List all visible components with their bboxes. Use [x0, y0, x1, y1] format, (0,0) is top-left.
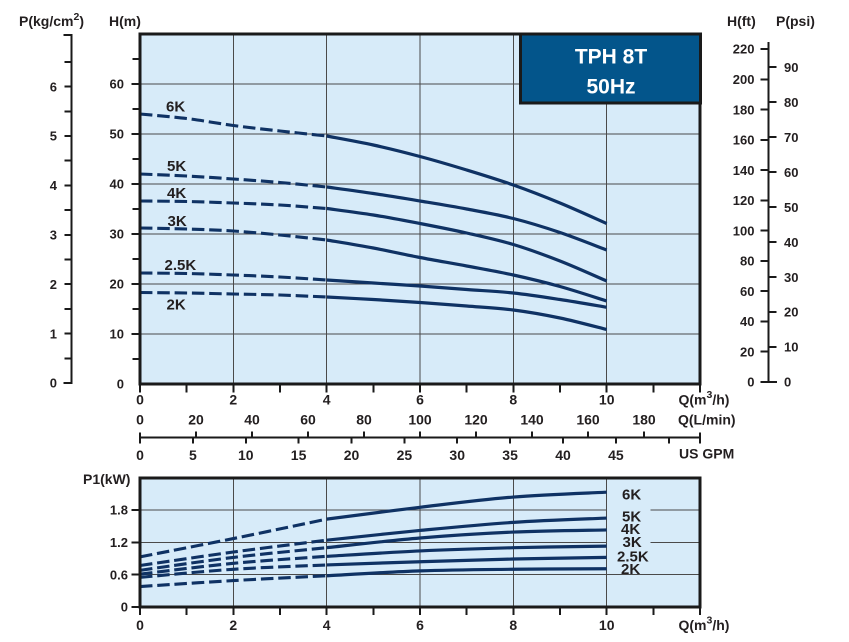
svg-text:H(m): H(m): [109, 13, 141, 29]
svg-text:5: 5: [50, 129, 57, 144]
svg-text:20: 20: [110, 277, 124, 292]
svg-text:2: 2: [229, 617, 237, 633]
svg-text:50: 50: [110, 127, 124, 142]
svg-text:5K: 5K: [622, 509, 641, 526]
svg-text:20: 20: [740, 344, 754, 359]
svg-text:45: 45: [608, 447, 624, 463]
svg-text:220: 220: [733, 42, 755, 57]
svg-text:1: 1: [50, 326, 57, 341]
svg-text:P1(kW): P1(kW): [83, 471, 130, 487]
svg-text:US GPM: US GPM: [679, 446, 734, 462]
svg-text:1.8: 1.8: [110, 503, 128, 518]
svg-text:6: 6: [416, 617, 424, 633]
svg-text:TPH 8T: TPH 8T: [575, 46, 648, 69]
svg-text:20: 20: [784, 305, 798, 320]
svg-text:0: 0: [784, 375, 791, 390]
svg-text:2: 2: [50, 277, 57, 292]
svg-text:80: 80: [740, 254, 754, 269]
svg-text:6: 6: [50, 79, 57, 94]
svg-text:120: 120: [464, 412, 488, 428]
svg-text:10: 10: [784, 340, 798, 355]
svg-text:25: 25: [397, 447, 413, 463]
svg-text:30: 30: [110, 227, 124, 242]
svg-text:10: 10: [110, 327, 124, 342]
svg-text:5K: 5K: [167, 158, 186, 175]
svg-text:3K: 3K: [623, 534, 642, 551]
svg-text:90: 90: [784, 60, 798, 75]
svg-text:2: 2: [229, 392, 237, 408]
svg-text:80: 80: [784, 95, 798, 110]
svg-text:0: 0: [117, 377, 124, 392]
svg-text:0.6: 0.6: [110, 567, 128, 582]
svg-text:100: 100: [408, 412, 432, 428]
svg-text:60: 60: [110, 77, 124, 92]
svg-text:15: 15: [291, 447, 307, 463]
svg-text:60: 60: [740, 284, 754, 299]
svg-text:40: 40: [244, 412, 260, 428]
svg-text:3K: 3K: [168, 213, 187, 230]
svg-text:8: 8: [509, 392, 517, 408]
svg-text:0: 0: [121, 600, 128, 615]
svg-text:Q(m3/h): Q(m3/h): [679, 389, 730, 408]
svg-text:40: 40: [784, 235, 798, 250]
svg-text:160: 160: [576, 412, 600, 428]
svg-text:160: 160: [733, 133, 755, 148]
svg-text:5: 5: [189, 447, 197, 463]
svg-text:6: 6: [416, 392, 424, 408]
svg-text:4: 4: [323, 392, 331, 408]
svg-text:180: 180: [632, 412, 656, 428]
svg-text:30: 30: [449, 447, 465, 463]
svg-text:20: 20: [344, 447, 360, 463]
svg-text:60: 60: [300, 412, 316, 428]
svg-text:10: 10: [599, 392, 615, 408]
svg-text:4K: 4K: [621, 521, 640, 538]
svg-text:0: 0: [136, 447, 144, 463]
svg-text:20: 20: [188, 412, 204, 428]
svg-text:2.5K: 2.5K: [617, 549, 649, 566]
svg-text:40: 40: [740, 314, 754, 329]
svg-text:P(psi): P(psi): [776, 13, 815, 29]
svg-text:10: 10: [599, 617, 615, 633]
svg-text:P(kg/cm2): P(kg/cm2): [19, 11, 84, 29]
svg-text:200: 200: [733, 72, 755, 87]
svg-text:Q(m3/h): Q(m3/h): [679, 615, 730, 634]
svg-text:0: 0: [136, 392, 144, 408]
svg-text:120: 120: [733, 193, 755, 208]
svg-text:35: 35: [502, 447, 518, 463]
svg-text:1.2: 1.2: [110, 535, 128, 550]
svg-text:2K: 2K: [167, 297, 186, 314]
svg-text:2K: 2K: [621, 561, 640, 578]
svg-text:50: 50: [784, 200, 798, 215]
svg-text:Q(L/min): Q(L/min): [678, 412, 736, 428]
svg-text:50Hz: 50Hz: [586, 76, 635, 99]
svg-text:10: 10: [238, 447, 254, 463]
svg-text:0: 0: [747, 375, 754, 390]
svg-text:30: 30: [784, 270, 798, 285]
svg-text:8: 8: [509, 617, 517, 633]
svg-text:70: 70: [784, 130, 798, 145]
svg-text:H(ft): H(ft): [727, 13, 756, 29]
svg-text:40: 40: [555, 447, 571, 463]
svg-text:140: 140: [733, 163, 755, 178]
svg-text:3: 3: [50, 228, 57, 243]
svg-text:0: 0: [136, 617, 144, 633]
svg-text:6K: 6K: [166, 99, 185, 116]
svg-text:40: 40: [110, 177, 124, 192]
svg-text:4K: 4K: [167, 185, 186, 202]
svg-text:80: 80: [356, 412, 372, 428]
svg-text:2.5K: 2.5K: [165, 257, 197, 274]
svg-text:180: 180: [733, 102, 755, 117]
svg-text:6K: 6K: [622, 487, 641, 504]
svg-text:4: 4: [323, 617, 331, 633]
svg-text:4: 4: [50, 178, 58, 193]
svg-text:0: 0: [50, 376, 57, 391]
svg-text:140: 140: [520, 412, 544, 428]
svg-text:60: 60: [784, 165, 798, 180]
svg-text:100: 100: [733, 223, 755, 238]
svg-text:0: 0: [136, 412, 144, 428]
